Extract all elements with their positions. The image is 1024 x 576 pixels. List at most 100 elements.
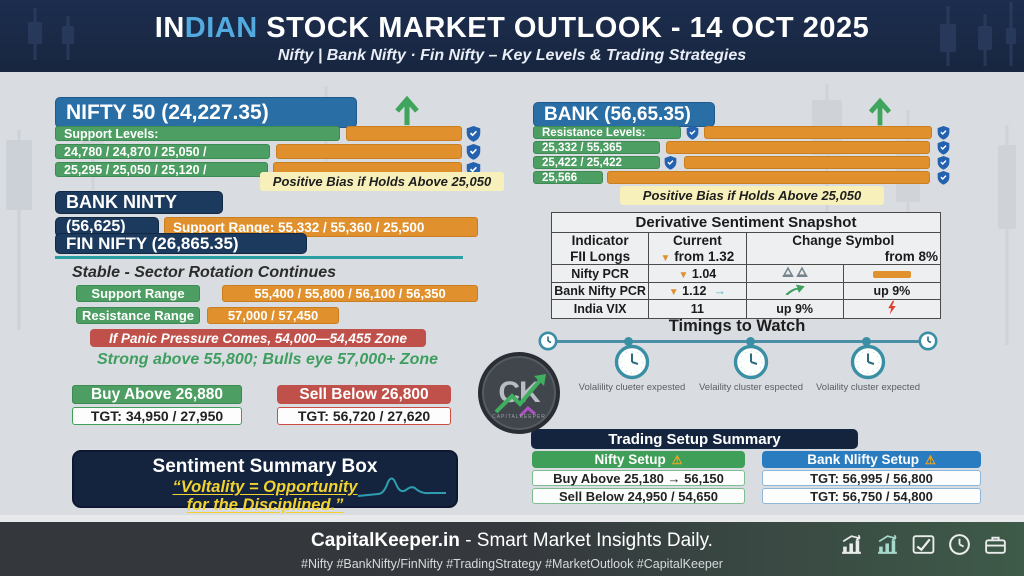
shield-check-icon xyxy=(466,144,481,160)
bank-level-bar xyxy=(684,156,930,169)
nifty50-title: NIFTY 50 (24,227.35) xyxy=(55,97,357,128)
bank-bias-note: Positive Bias if Holds Above 25,050 xyxy=(620,186,884,205)
sell-target: TGT: 56,720 / 27,620 xyxy=(277,407,451,425)
trading-setup-title: Trading Setup Summary xyxy=(531,429,858,449)
indicator-cell: Bank Nifty PCR xyxy=(550,282,650,301)
page-subtitle: Nifty | Bank Nifty · Fin Nifty – Key Lev… xyxy=(277,47,747,64)
clock-icon xyxy=(949,534,970,555)
footer-icons xyxy=(839,532,1008,557)
buy-target: TGT: 34,950 / 27,950 xyxy=(72,407,242,425)
nifty-setup-row: Sell Below 24,950 / 54,650 xyxy=(532,488,745,504)
timeline-caption: Volaility cluster expected xyxy=(815,382,921,393)
shield-check-icon xyxy=(466,126,481,142)
table-row: India VIX 11 up 9% xyxy=(550,299,942,320)
buy-above-label: Buy Above 26,880 xyxy=(72,385,242,404)
footer-divider xyxy=(0,515,1024,522)
candlestick-watermark xyxy=(940,6,956,66)
panic-zone-warning: If Panic Pressure Comes, 54,000—54,455 Z… xyxy=(90,329,426,347)
bank-ninty-title: BANK NINTY xyxy=(55,191,223,214)
bank-level-bar xyxy=(666,141,930,154)
up-trend-icon xyxy=(395,95,419,126)
clock-icon xyxy=(614,344,650,380)
footer-bar: CapitalKeeper.in - Smart Market Insights… xyxy=(0,522,1024,576)
lightning-bolt-icon xyxy=(888,300,896,315)
strong-zone-note: Strong above 55,800; Bulls eye 57,000+ Z… xyxy=(97,351,439,368)
change-cell xyxy=(745,264,844,284)
shield-check-icon xyxy=(937,141,950,155)
indicator-cell: Nifty PCR xyxy=(550,264,650,284)
title-part-dian: DIAN xyxy=(184,12,258,44)
footer-hashtags: #Nifty #BankNifty/FinNifty #TradingStrat… xyxy=(301,557,723,571)
timeline-dot xyxy=(624,337,633,346)
brand-name: CapitalKeeper.in xyxy=(311,530,460,551)
change-cell: up 9% xyxy=(842,282,942,301)
timeline-caption: Volalility clueter expested xyxy=(578,382,686,393)
sell-below-label: Sell Below 26,800 xyxy=(277,385,451,404)
shield-check-icon xyxy=(937,156,950,170)
logo-arrow-icon xyxy=(494,374,546,418)
bank-resistance-label-bar: Resistance Levels: xyxy=(533,126,681,139)
orange-bar-icon xyxy=(872,270,911,278)
nifty-setup-row: Buy Above 25,180 → 56,150 xyxy=(532,470,745,486)
change-cell: up 9% xyxy=(745,299,844,320)
nifty-support-values-bar-2: 25,295 / 25,050 / 25,120 / xyxy=(55,162,268,177)
balance-scales-icon xyxy=(782,266,808,278)
fin-support-values: 55,400 / 55,800 / 56,100 / 56,350 xyxy=(222,285,478,302)
chart-check-icon xyxy=(912,535,935,554)
title-part-rest: STOCK MARKET OUTLOOK - 14 OCT 2025 xyxy=(257,12,870,44)
table-row: Bank Nifty PCR ▼ 1.12 → up 9% xyxy=(550,282,942,301)
change-cell xyxy=(842,299,942,320)
bank-level-values-3: 25,566 xyxy=(533,171,603,184)
timings-title: Timings to Watch xyxy=(668,317,806,335)
current-cell: ▼ 1.12 → xyxy=(648,282,747,301)
nifty-level-bar xyxy=(346,126,462,141)
shield-check-icon xyxy=(686,126,699,140)
briefcase-icon xyxy=(985,536,1006,554)
timeline-caption: Velaility cluster espected xyxy=(698,382,804,393)
clock-icon xyxy=(733,344,769,380)
bank-setup-row: TGT: 56,750 / 54,800 xyxy=(762,488,981,504)
fin-resistance-values: 57,000 / 57,450 xyxy=(207,307,339,324)
sentiment-summary-box: Sentiment Summary Box “Voltality = Oppor… xyxy=(72,450,458,514)
nifty-support-label-bar: Support Levels: xyxy=(55,126,340,141)
down-triangle-icon: ▼ xyxy=(660,252,671,264)
fin-support-label: Support Range xyxy=(76,285,200,302)
nifty-level-bar xyxy=(276,144,462,159)
clock-icon xyxy=(850,344,886,380)
bank-setup-row: TGT: 56,995 / 56,800 xyxy=(762,470,981,486)
logo-caption: CAPITALKEEPER xyxy=(492,414,546,420)
col-change-symbol: Change Symbol from 8% xyxy=(745,231,941,266)
clock-icon xyxy=(918,331,938,351)
right-arrow-icon: → xyxy=(713,284,726,299)
timeline-line xyxy=(545,340,935,343)
candlestick-watermark xyxy=(6,130,32,330)
warning-icon: ⚠ xyxy=(671,452,683,467)
divider-line xyxy=(55,256,463,259)
waveform-icon xyxy=(357,477,446,497)
nifty-bias-note: Positive Bias if Holds Above 25,050 xyxy=(260,172,504,191)
header-banner: INDIAN STOCK MARKET OUTLOOK - 14 OCT 202… xyxy=(0,0,1024,72)
change-cell xyxy=(842,264,942,284)
bank-level-bar xyxy=(704,126,932,139)
col-current: Current ▼ from 1.32 xyxy=(648,231,747,266)
table-title: Derivative Sentiment Snapshot xyxy=(551,212,941,233)
sentiment-quote-line1: “Voltality = Opportunity xyxy=(172,478,358,496)
down-triangle-icon: ▼ xyxy=(668,287,679,299)
derivative-sentiment-table: Derivative Sentiment Snapshot Indicator F… xyxy=(550,212,942,320)
current-cell: 11 xyxy=(648,299,747,320)
candlestick-watermark xyxy=(978,14,992,66)
warning-icon: ⚠ xyxy=(925,452,936,467)
timeline-dot xyxy=(862,337,871,346)
sentiment-quote-line2: for the Disciplined.” xyxy=(186,496,344,515)
bank-level-values-2: 25,422 / 25,422 xyxy=(533,156,660,169)
fin-resistance-label: Resistance Range xyxy=(76,307,200,324)
down-triangle-icon: ▼ xyxy=(678,269,689,281)
nifty-support-values-bar-1: 24,780 / 24,870 / 25,050 / xyxy=(55,144,270,159)
timeline-dot xyxy=(746,337,755,346)
bank-title: BANK (56,65.35) xyxy=(533,102,715,127)
sentiment-title: Sentiment Summary Box xyxy=(152,456,378,477)
indicator-cell: India VIX xyxy=(550,299,650,320)
nifty-setup-header: Nifty Setup ⚠ xyxy=(532,451,745,468)
table-row: Nifty PCR ▼ 1.04 xyxy=(550,264,942,284)
